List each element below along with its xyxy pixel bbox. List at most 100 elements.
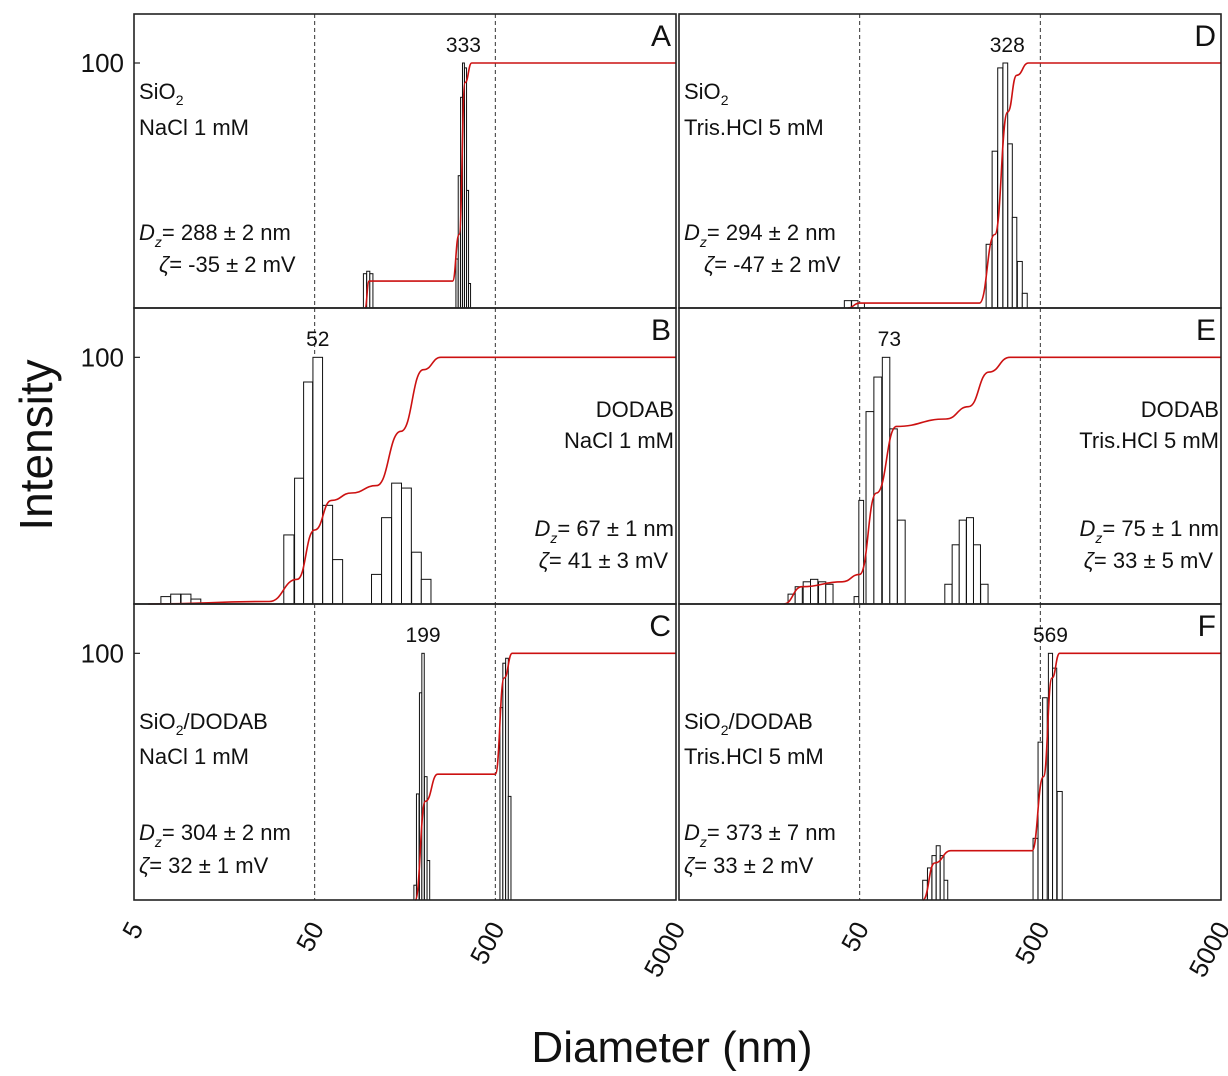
- panel-e-bar: [802, 581, 812, 605]
- panel-d-bar: [1007, 143, 1013, 309]
- panel-b-cumulative-curve: [148, 356, 676, 605]
- panel-d-sample-name: SiO2: [684, 79, 729, 108]
- panel-a-bar: [369, 273, 374, 309]
- panel-d-zeta-value: ζ= -47 ± 2 mV: [704, 252, 841, 277]
- panel-b-bar: [160, 596, 172, 605]
- panel-c-sample-name: SiO2/DODAB: [139, 709, 268, 738]
- panel-e-bar: [873, 376, 883, 605]
- panel-e-letter: E: [1196, 314, 1216, 347]
- panel-e-bar: [944, 583, 953, 605]
- panel-d-dz-value: Dz= 294 ± 2 nm: [684, 220, 836, 250]
- x-axis-title: Diameter (nm): [531, 1023, 812, 1072]
- panel-a-peak-label: 333: [446, 34, 481, 57]
- panel-b-bar: [170, 593, 182, 605]
- panel-e-sample-name: DODAB: [1141, 397, 1219, 422]
- panel-b: 100 B 52 DODAB NaCl 1 mM Dz= 67 ± 1 nmζ= 41 ±…: [81, 307, 677, 605]
- panel-a-y-tick-100: 100: [81, 48, 124, 78]
- panel-b-y-tick-100: 100: [81, 342, 124, 372]
- panel-f-sample-name: SiO2/DODAB: [684, 709, 813, 738]
- panel-f-bar: [935, 845, 941, 901]
- panel-e-bar: [951, 544, 960, 605]
- panel-e-buffer: Tris.HCl 5 mM: [1079, 428, 1219, 453]
- panel-b-bar: [294, 477, 305, 605]
- panel-f-cumulative-curve: [922, 652, 1221, 901]
- panel-b-bar: [303, 381, 314, 605]
- panel-f-bar: [1037, 741, 1044, 901]
- panel-f-bar: [1042, 697, 1048, 901]
- x-tick-label: 500: [1009, 917, 1056, 969]
- panel-c-bar: [507, 795, 512, 901]
- panel-a: 100 A 333 SiO2 NaCl 1 mM Dz= 288 ± 2 nmζ= -35…: [81, 13, 677, 309]
- panel-c-cumulative-curve: [414, 652, 676, 901]
- panel-e-bar: [825, 583, 834, 605]
- panel-b-bar: [332, 559, 344, 605]
- panel-e-bar: [889, 428, 898, 605]
- panel-a-letter: A: [651, 20, 671, 53]
- panel-e-cumulative-curve: [783, 356, 1221, 605]
- panel-b-bar: [371, 573, 383, 605]
- panel-f-zeta-value: ζ= 33 ± 2 mV: [684, 853, 814, 878]
- panel-d: D 328 SiO2 Tris.HCl 5 mM Dz= 294 ± 2 nmζ= -4…: [678, 13, 1222, 309]
- panel-c-peak-label: 199: [406, 624, 441, 647]
- panel-e-dz-value: Dz= 75 ± 1 nm: [1079, 516, 1219, 546]
- panel-f: F 569 SiO2/DODAB Tris.HCl 5 mM Dz= 373 ± 7 n…: [678, 603, 1222, 901]
- panel-c-bar: [421, 652, 425, 901]
- panel-e-bar: [972, 544, 981, 605]
- x-tick-labels: 5 50 500 5000 50 500 5000: [116, 917, 1228, 982]
- panel-d-cumulative-curve: [847, 62, 1221, 309]
- panel-d-buffer: Tris.HCl 5 mM: [684, 115, 824, 140]
- panel-a-dz-value: Dz= 288 ± 2 nm: [139, 220, 291, 250]
- panel-c-zeta-value: ζ= 32 ± 1 mV: [139, 853, 269, 878]
- panel-e-bar: [965, 517, 974, 605]
- panel-d-letter: D: [1194, 20, 1216, 53]
- panel-a-bar: [468, 283, 472, 309]
- panel-b-bar: [381, 517, 393, 605]
- panel-e-bar: [865, 411, 875, 605]
- panel-e-zeta-value: ζ= 33 ± 5 mV: [1084, 548, 1214, 573]
- panel-a-cumulative-curve: [364, 62, 676, 309]
- panel-c-buffer: NaCl 1 mM: [139, 744, 249, 769]
- panel-e-bar: [958, 519, 967, 605]
- panel-d-bar: [1002, 62, 1009, 309]
- panel-f-bar: [1056, 790, 1063, 901]
- panel-f-dz-value: Dz= 373 ± 7 nm: [684, 820, 836, 850]
- panel-b-sample-name: DODAB: [596, 397, 674, 422]
- panel-d-bar: [1011, 216, 1018, 309]
- panel-e-bar: [896, 519, 906, 605]
- x-tick-label: 5: [116, 917, 149, 944]
- panel-e-bar: [980, 583, 989, 605]
- panel-e-bar: [810, 578, 819, 605]
- panel-c-dz-value: Dz= 304 ± 2 nm: [139, 820, 291, 850]
- panel-b-bar: [312, 356, 324, 605]
- panel-a-sample-name: SiO2: [139, 79, 184, 108]
- x-tick-label: 500: [464, 917, 511, 969]
- panel-f-bar: [1052, 667, 1058, 901]
- x-tick-label: 50: [835, 917, 875, 957]
- panel-b-bar: [322, 504, 334, 605]
- panel-b-peak-label: 52: [306, 328, 329, 351]
- panel-c: 100 C 199 SiO2/DODAB NaCl 1 mM Dz= 304 ± 2 nm…: [81, 603, 677, 901]
- panel-b-bar: [420, 578, 432, 605]
- panel-b-bar: [400, 487, 412, 605]
- panel-c-letter: C: [649, 610, 671, 643]
- panel-a-buffer: NaCl 1 mM: [139, 115, 249, 140]
- panel-b-buffer: NaCl 1 mM: [564, 428, 674, 453]
- y-axis-title: Intensity: [10, 359, 62, 530]
- panels: 100 A 333 SiO2 NaCl 1 mM Dz= 288 ± 2 nmζ= -35…: [81, 13, 1222, 901]
- panel-f-bar: [939, 855, 945, 901]
- panel-d-peak-label: 328: [990, 34, 1025, 57]
- panel-e-bar: [858, 499, 865, 605]
- panel-d-bar: [1021, 292, 1028, 309]
- x-tick-label: 5000: [1183, 917, 1228, 982]
- panel-b-dz-value: Dz= 67 ± 1 nm: [534, 516, 674, 546]
- panel-b-bar: [411, 551, 422, 605]
- panel-f-bar: [943, 879, 949, 901]
- panel-f-buffer: Tris.HCl 5 mM: [684, 744, 824, 769]
- panel-c-bar: [426, 860, 431, 901]
- x-tick-label: 5000: [638, 917, 692, 982]
- panel-d-bar: [1016, 260, 1023, 309]
- panel-c-frame: [133, 603, 677, 901]
- panel-c-y-tick-100: 100: [81, 638, 124, 668]
- panel-b-bar: [283, 534, 295, 605]
